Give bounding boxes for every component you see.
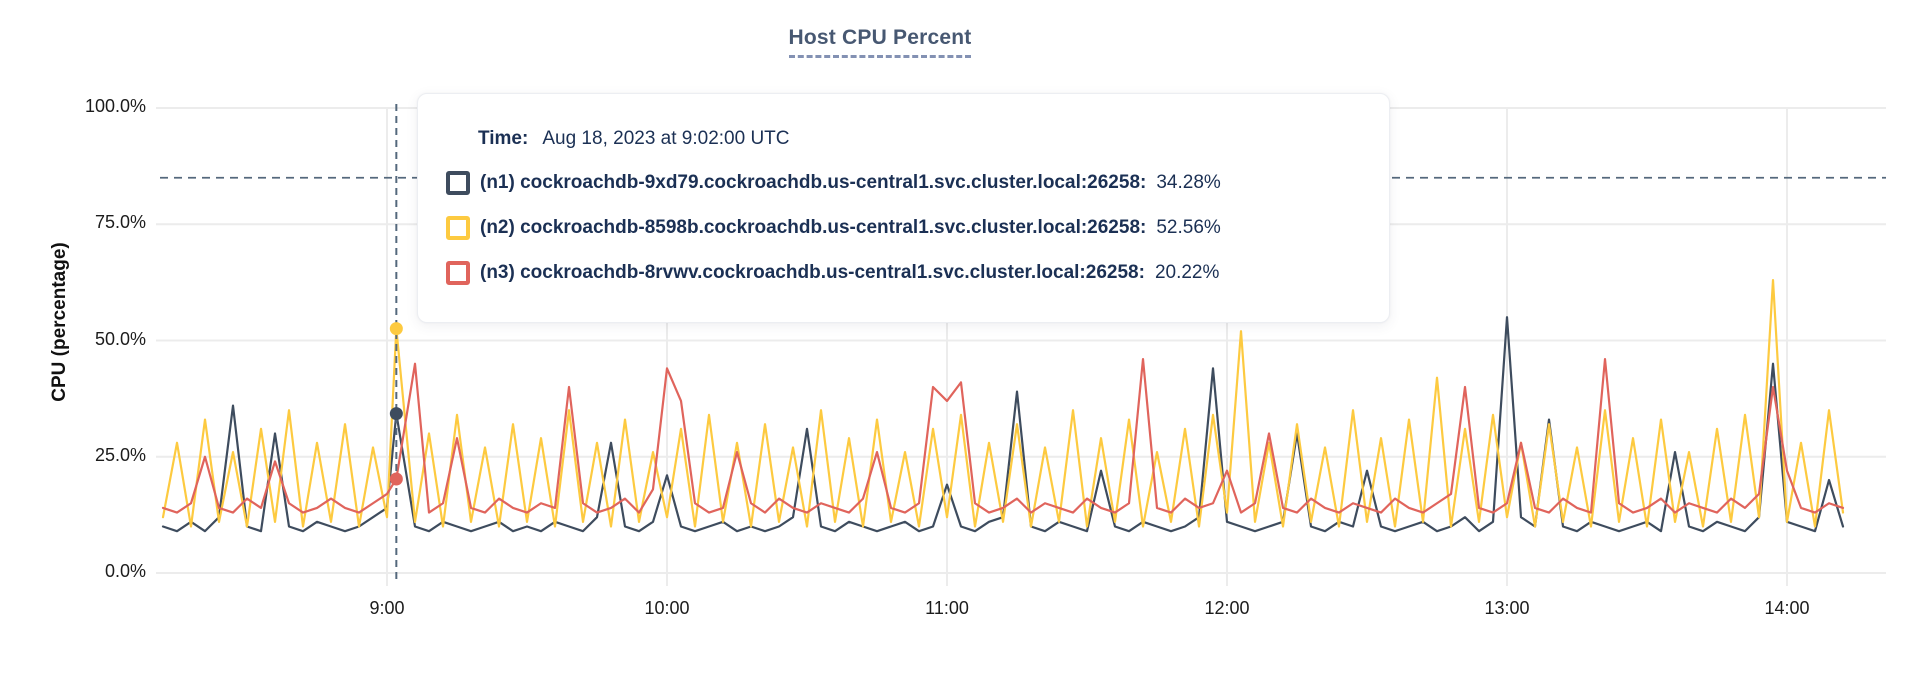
chart-title: Host CPU Percent (788, 26, 972, 58)
x-tick-label: 12:00 (1204, 598, 1250, 618)
series-n1-swatch-icon (446, 171, 470, 195)
tooltip-series-value: 20.22% (1154, 262, 1220, 283)
tooltip-series-name: (n2) cockroachdb-8598b.cockroachdb.us-ce… (480, 217, 1147, 238)
tooltip-time-label: Time: (478, 128, 529, 149)
tooltip-series-value: 52.56% (1156, 217, 1221, 238)
x-tick-label: 9:00 (369, 598, 405, 618)
x-tick-label: 13:00 (1484, 598, 1530, 618)
y-tick-label: 25.0% (94, 444, 146, 465)
y-tick-label: 100.0% (84, 96, 146, 116)
tooltip-time-value: Aug 18, 2023 at 9:02:00 UTC (542, 128, 790, 149)
series-n3-swatch-icon (446, 261, 470, 285)
series-n2-swatch-icon (446, 216, 470, 240)
x-tick-label: 14:00 (1764, 598, 1810, 618)
chart-tooltip: Time: Aug 18, 2023 at 9:02:00 UTC (n1) c… (417, 93, 1390, 323)
tooltip-series-value: 34.28% (1156, 172, 1221, 193)
tooltip-series-name: (n3) cockroachdb-8rvwv.cockroachdb.us-ce… (480, 262, 1145, 283)
x-tick-label: 10:00 (644, 598, 690, 618)
y-tick-label: 75.0% (94, 212, 146, 233)
tooltip-series-row-n2: (n2) cockroachdb-8598b.cockroachdb.us-ce… (446, 216, 1365, 240)
tooltip-series-name: (n1) cockroachdb-9xd79.cockroachdb.us-ce… (480, 172, 1147, 193)
tooltip-series-row-n1: (n1) cockroachdb-9xd79.cockroachdb.us-ce… (446, 171, 1365, 195)
tooltip-series-row-n3: (n3) cockroachdb-8rvwv.cockroachdb.us-ce… (446, 261, 1365, 285)
y-tick-label: 50.0% (94, 328, 146, 349)
tooltip-time-row: Time: Aug 18, 2023 at 9:02:00 UTC (446, 128, 1365, 150)
y-tick-label: 0.0% (104, 561, 146, 581)
x-tick-label: 11:00 (925, 598, 969, 618)
chart-header: Host CPU Percent (0, 26, 1760, 58)
